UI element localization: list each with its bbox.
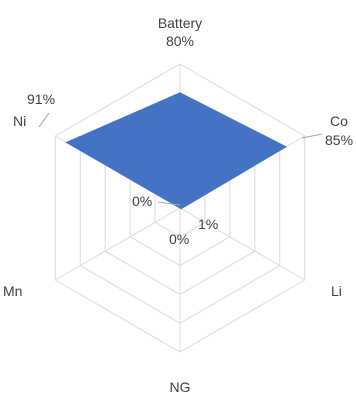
- leader-line: [38, 112, 50, 128]
- category-label: Co: [330, 113, 348, 129]
- data-label: 1%: [198, 216, 218, 232]
- data-point: [179, 92, 181, 94]
- category-label: Ni: [13, 113, 26, 129]
- labels: Battery Co Li NG Mn Ni 80% 85% 1% 0% 0% 91%: [3, 15, 353, 395]
- data-label: 91%: [27, 91, 55, 107]
- category-label: NG: [170, 379, 191, 395]
- series-layer: [65, 92, 288, 210]
- category-label: Li: [331, 283, 342, 299]
- data-label: 0%: [132, 193, 152, 209]
- category-label: Mn: [3, 283, 22, 299]
- data-point: [179, 207, 181, 209]
- grid-spoke: [179, 207, 305, 281]
- data-label: 85%: [325, 132, 353, 148]
- leader-line: [157, 201, 181, 206]
- leader-line: [301, 133, 323, 139]
- data-label: 80%: [166, 33, 194, 49]
- data-point: [66, 141, 68, 143]
- data-point: [285, 146, 287, 148]
- category-label: Battery: [158, 15, 202, 31]
- grid-spoke: [55, 207, 181, 281]
- series-area: [65, 92, 288, 210]
- data-point: [180, 208, 182, 210]
- data-label: 0%: [169, 231, 189, 247]
